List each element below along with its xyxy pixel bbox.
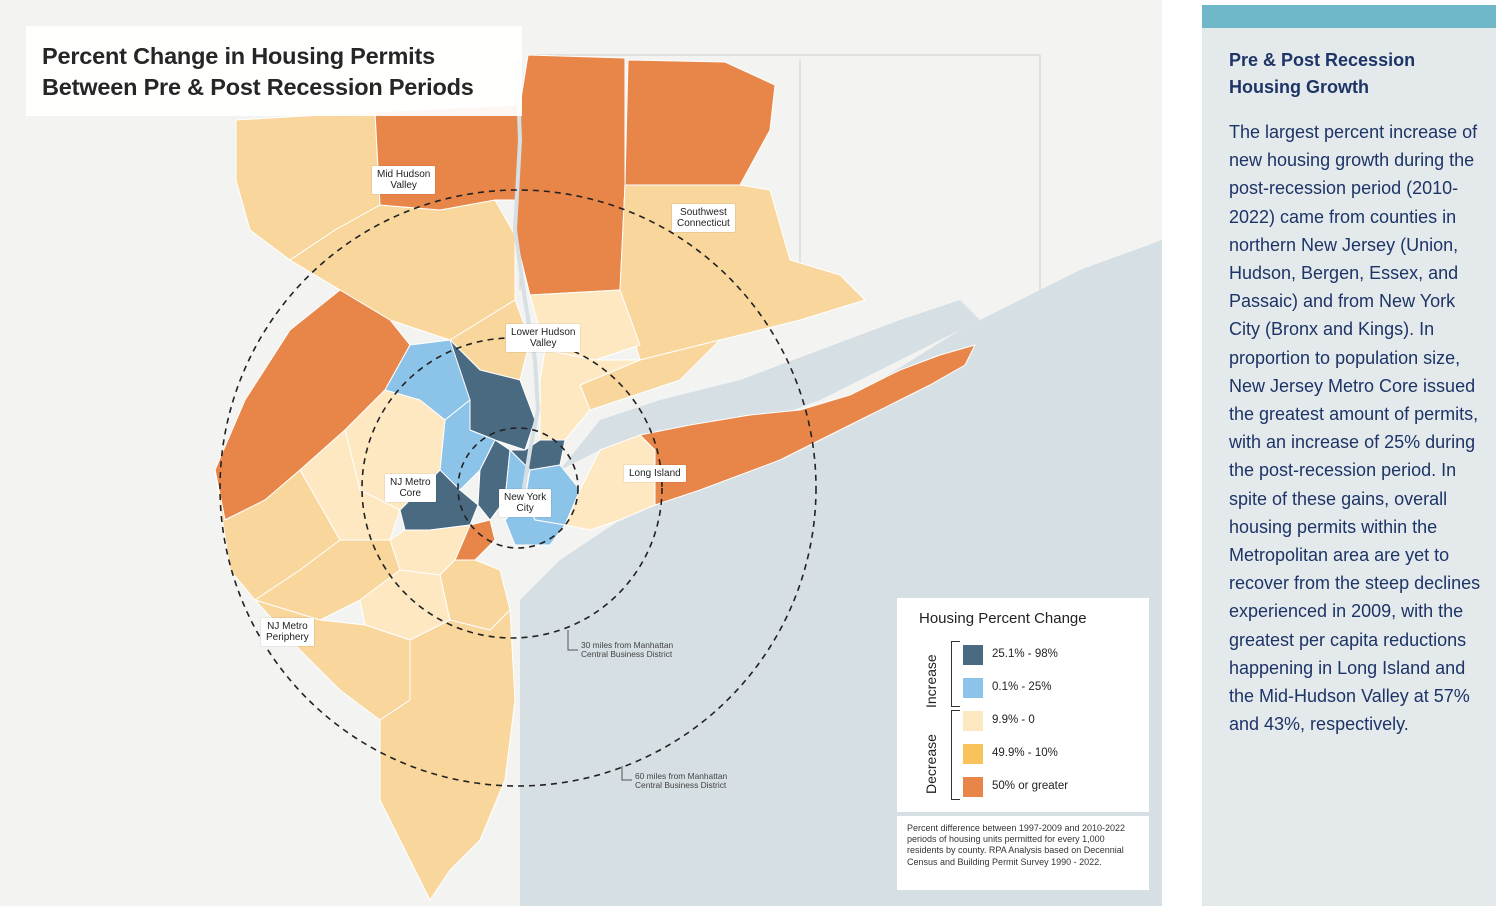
legend-swatch [963,744,983,764]
sidebar-panel: Pre & Post Recession Housing Growth The … [1202,5,1496,906]
legend-swatch [963,777,983,797]
circle-note-line: 60 miles from Manhattan [635,771,728,781]
region-label-line: Valley [529,338,557,349]
region-label-line: Valley [390,180,417,191]
county-suffolk [639,344,976,506]
circle-nyc [457,427,579,549]
county-mercer [254,539,401,621]
map-title-line-1: Percent Change in Housing Permits [42,43,435,69]
circle-60-miles-note: 60 miles from Manhattan Central Business… [635,772,727,790]
legend-label: 25.1% - 98% [992,648,1058,660]
map-panel: Percent Change in Housing Permits Betwee… [0,0,1162,906]
circle-note-line: Central Business District [581,649,673,659]
leader-60-miles [621,766,632,781]
legend-bracket-decrease [951,710,960,800]
legend-group-increase: Increase [923,654,939,708]
region-label-mid-hudson-valley: Mid Hudson Valley [372,166,436,194]
region-label-line: NJ Metro [390,477,431,488]
legend-swatch [963,645,983,665]
region-label-line: Periphery [266,632,309,643]
long-island-sound [560,300,980,470]
legend-label: 49.9% - 10% [992,747,1058,759]
region-label-lower-hudson-valley: Lower Hudson Valley [506,324,581,352]
region-label-line: Connecticut [677,218,730,229]
region-label-line: Mid Hudson [377,169,431,180]
legend-swatch [963,678,983,698]
region-label-line: Southwest [680,207,727,218]
title-box: Percent Change in Housing Permits Betwee… [26,26,522,116]
legend-title: Housing Percent Change [919,610,1087,627]
region-label-new-york-city: New York City [499,489,552,517]
map-title: Percent Change in Housing Permits Betwee… [42,41,474,103]
region-label-line: NJ Metro [267,621,308,632]
county-dutchess [514,54,626,296]
legend-group-decrease: Decrease [923,734,939,794]
circle-note-line: Central Business District [635,780,727,790]
circle-30-miles-note: 30 miles from Manhattan Central Business… [581,641,673,659]
county-ulster [374,104,521,211]
map-title-line-2: Between Pre & Post Recession Periods [42,74,474,100]
region-label-southwest-connecticut: Southwest Connecticut [672,204,735,232]
legend-label: 50% or greater [992,780,1069,792]
region-label-line: Long Island [629,468,681,479]
legend-label: 0.1% - 25% [992,681,1052,693]
legend-label: 9.9% - 0 [992,714,1035,726]
county-monmouth [439,559,511,631]
map-legend: Housing Percent Change Increase Decrease… [897,598,1149,812]
circle-note-line: 30 miles from Manhattan [581,640,674,650]
leader-30-miles [567,630,578,651]
region-label-long-island: Long Island [624,465,686,482]
region-label-line: Core [399,488,422,499]
region-label-line: City [516,503,534,514]
region-label-nj-metro-periphery: NJ Metro Periphery [261,618,314,646]
region-label-nj-metro-core: NJ Metro Core [385,474,436,502]
county-ocean [379,609,516,901]
legend-bracket-increase [951,641,960,707]
sidebar-body-text: The largest percent increase of new hous… [1229,122,1481,735]
sidebar-heading: Pre & Post Recession Housing Growth [1229,50,1416,97]
circle-60-miles [219,189,817,787]
region-label-line: Lower Hudson [511,327,576,338]
source-note: Percent difference between 1997-2009 and… [907,823,1126,867]
region-label-line: New York [504,492,547,503]
sidebar-accent-bar [1202,5,1496,28]
county-westchester [539,349,641,441]
source-note-box: Percent difference between 1997-2009 and… [897,816,1149,890]
legend-swatch [963,711,983,731]
